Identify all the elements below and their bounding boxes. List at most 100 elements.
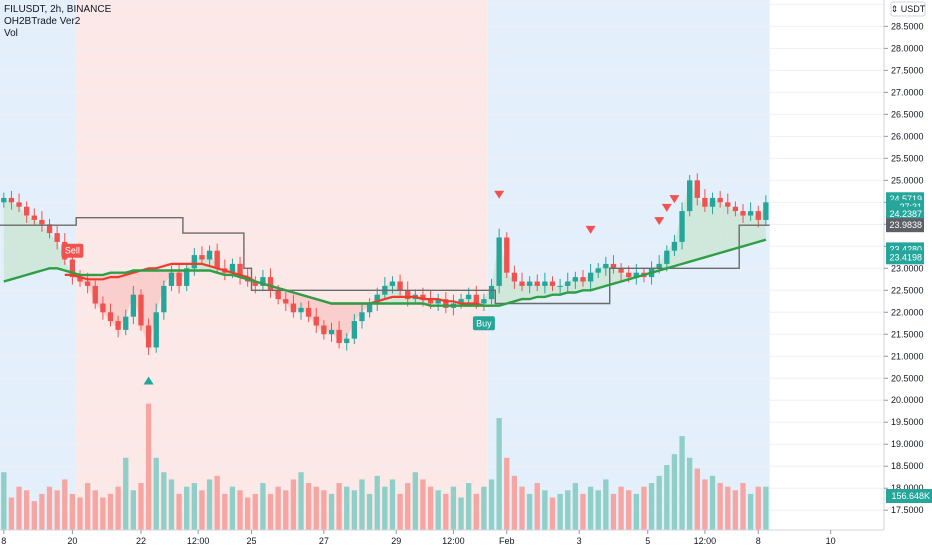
signal-text: Buy	[476, 318, 492, 328]
x-tick-label: 27	[319, 536, 329, 546]
candle-body	[191, 255, 197, 269]
candle-body	[679, 211, 685, 242]
price-tag-text: 24.5719	[889, 194, 922, 204]
volume-bar	[382, 486, 388, 530]
y-tick-label: 20.0000	[891, 395, 924, 405]
volume-bar	[405, 483, 411, 530]
cloud-segment	[514, 281, 523, 302]
candle-body	[267, 277, 274, 291]
volume-bar	[214, 475, 220, 530]
candle-body	[740, 211, 746, 216]
cloud-segment	[712, 197, 721, 256]
sell-zone	[76, 0, 488, 530]
x-tick-label: 25	[246, 536, 256, 546]
cloud-segment	[34, 219, 42, 273]
volume-legend[interactable]: Vol	[4, 28, 18, 39]
volume-bar	[168, 479, 175, 530]
candle-body	[603, 263, 609, 269]
candle-body	[321, 325, 327, 335]
volume-bar	[664, 465, 670, 530]
candle-body	[275, 290, 281, 300]
volume-tag-text: 156.648K	[891, 491, 930, 501]
x-tick-label: 20	[67, 536, 77, 546]
volume-bar	[84, 483, 91, 530]
volume-bar	[412, 472, 418, 530]
volume-bar	[435, 490, 441, 530]
volume-bar	[275, 486, 281, 530]
indicator-legend[interactable]: OH2BTrade Ver2	[4, 16, 81, 27]
candle-body	[763, 202, 769, 220]
currency-text: ⇕ USDT	[891, 4, 926, 14]
volume-bar	[694, 468, 700, 530]
volume-bar	[763, 486, 769, 530]
candle-body	[473, 294, 479, 304]
volume-bar	[153, 457, 159, 530]
volume-bar	[580, 493, 586, 530]
candle-body	[572, 277, 579, 282]
volume-bar	[572, 483, 579, 530]
candle-body	[283, 299, 289, 304]
candle-body	[344, 338, 350, 344]
candle-body	[618, 268, 624, 273]
volume-bar	[184, 486, 190, 530]
y-tick-label: 22.0000	[891, 307, 924, 317]
cloud-segment	[720, 202, 728, 253]
y-tick-label: 28.5000	[891, 21, 924, 31]
volume-bar	[260, 483, 266, 530]
candle-body	[130, 294, 137, 317]
volume-bar	[39, 493, 45, 530]
price-tag: 23.4198	[886, 250, 924, 265]
candle-body	[466, 294, 472, 300]
volume-bar	[176, 493, 182, 530]
candle-body	[100, 303, 106, 313]
y-tick-label: 21.5000	[891, 329, 924, 339]
volume-bar	[290, 479, 297, 530]
y-tick-label: 18.5000	[891, 461, 924, 471]
y-tick-label: 27.5000	[891, 65, 924, 75]
price-tag: 24.2387	[886, 206, 924, 221]
cloud-segment	[552, 285, 561, 295]
volume-bar	[191, 483, 197, 530]
sell-signal-arrow	[669, 195, 680, 204]
volume-bar	[54, 490, 60, 530]
volume-bar	[747, 493, 754, 530]
candle-body	[534, 281, 540, 286]
candle-body	[313, 316, 319, 326]
candle-body	[420, 294, 426, 300]
volume-bar	[481, 486, 487, 530]
volume-bar	[633, 493, 639, 530]
cloud-segment	[26, 215, 35, 275]
y-tick-label: 26.5000	[891, 109, 924, 119]
volume-bar	[603, 479, 609, 530]
currency-label: ⇕ USDT	[890, 1, 926, 17]
candle-body	[237, 263, 243, 278]
candle-body	[488, 285, 495, 300]
candle-body	[725, 202, 731, 207]
candle-body	[709, 197, 716, 207]
candle-body	[206, 250, 213, 260]
slow-ma-line	[3, 238, 767, 307]
candle-body	[755, 211, 761, 220]
price-tag-text: 23.9838	[889, 220, 922, 230]
candle-body	[39, 219, 45, 225]
volume-bar	[671, 454, 678, 530]
candle-body	[595, 268, 601, 273]
candle-body	[260, 277, 266, 286]
volume-bar	[519, 486, 525, 530]
volume-bar	[687, 457, 693, 530]
buy-zone	[487, 0, 770, 530]
trend-zones	[0, 0, 770, 530]
x-axis-bg	[0, 530, 932, 550]
indicator-lines	[0, 217, 770, 307]
signal-box	[472, 316, 495, 331]
y-tick-label: 23.0000	[891, 263, 924, 273]
candle-body	[1, 197, 7, 203]
candle-body	[542, 281, 548, 286]
symbol-legend[interactable]: FILUSDT, 2h, BINANCE	[4, 4, 112, 15]
candle-body	[24, 206, 30, 216]
candle-body	[397, 281, 403, 291]
candle-body	[176, 272, 182, 286]
volume-bar	[595, 490, 601, 530]
candle-body	[107, 312, 114, 322]
